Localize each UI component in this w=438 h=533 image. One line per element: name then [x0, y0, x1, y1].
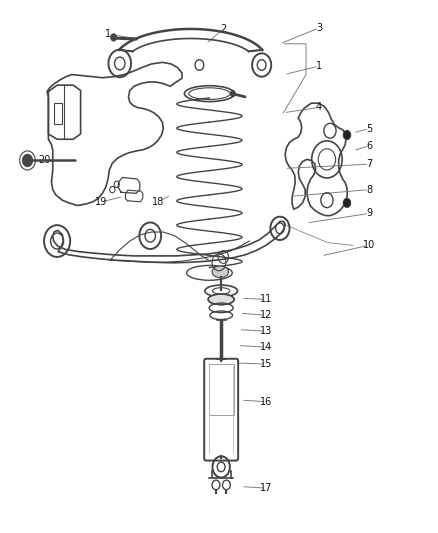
Text: 8: 8 [366, 184, 372, 195]
Text: 9: 9 [366, 208, 372, 219]
Text: 10: 10 [363, 240, 375, 251]
Bar [53, 103, 62, 124]
Text: 14: 14 [260, 342, 272, 352]
Text: 7: 7 [366, 159, 372, 169]
Text: 6: 6 [366, 141, 372, 151]
Text: 5: 5 [366, 124, 372, 134]
Circle shape [343, 130, 351, 140]
Ellipse shape [212, 266, 229, 278]
Text: 3: 3 [316, 23, 322, 33]
Text: 11: 11 [260, 294, 272, 304]
Text: 17: 17 [260, 483, 272, 493]
Text: 2: 2 [220, 24, 226, 34]
Text: 12: 12 [260, 310, 272, 320]
Text: 19: 19 [95, 197, 108, 207]
Circle shape [230, 91, 236, 97]
Text: 4: 4 [316, 102, 322, 112]
Text: 1: 1 [316, 61, 322, 71]
Circle shape [111, 34, 117, 41]
Text: 13: 13 [260, 326, 272, 336]
Text: 16: 16 [260, 397, 272, 407]
Text: 18: 18 [152, 197, 164, 207]
Text: 20: 20 [39, 156, 51, 165]
Text: 1: 1 [105, 29, 111, 39]
Text: 15: 15 [260, 359, 272, 369]
Circle shape [343, 198, 351, 208]
Ellipse shape [208, 294, 234, 305]
Circle shape [22, 154, 33, 167]
